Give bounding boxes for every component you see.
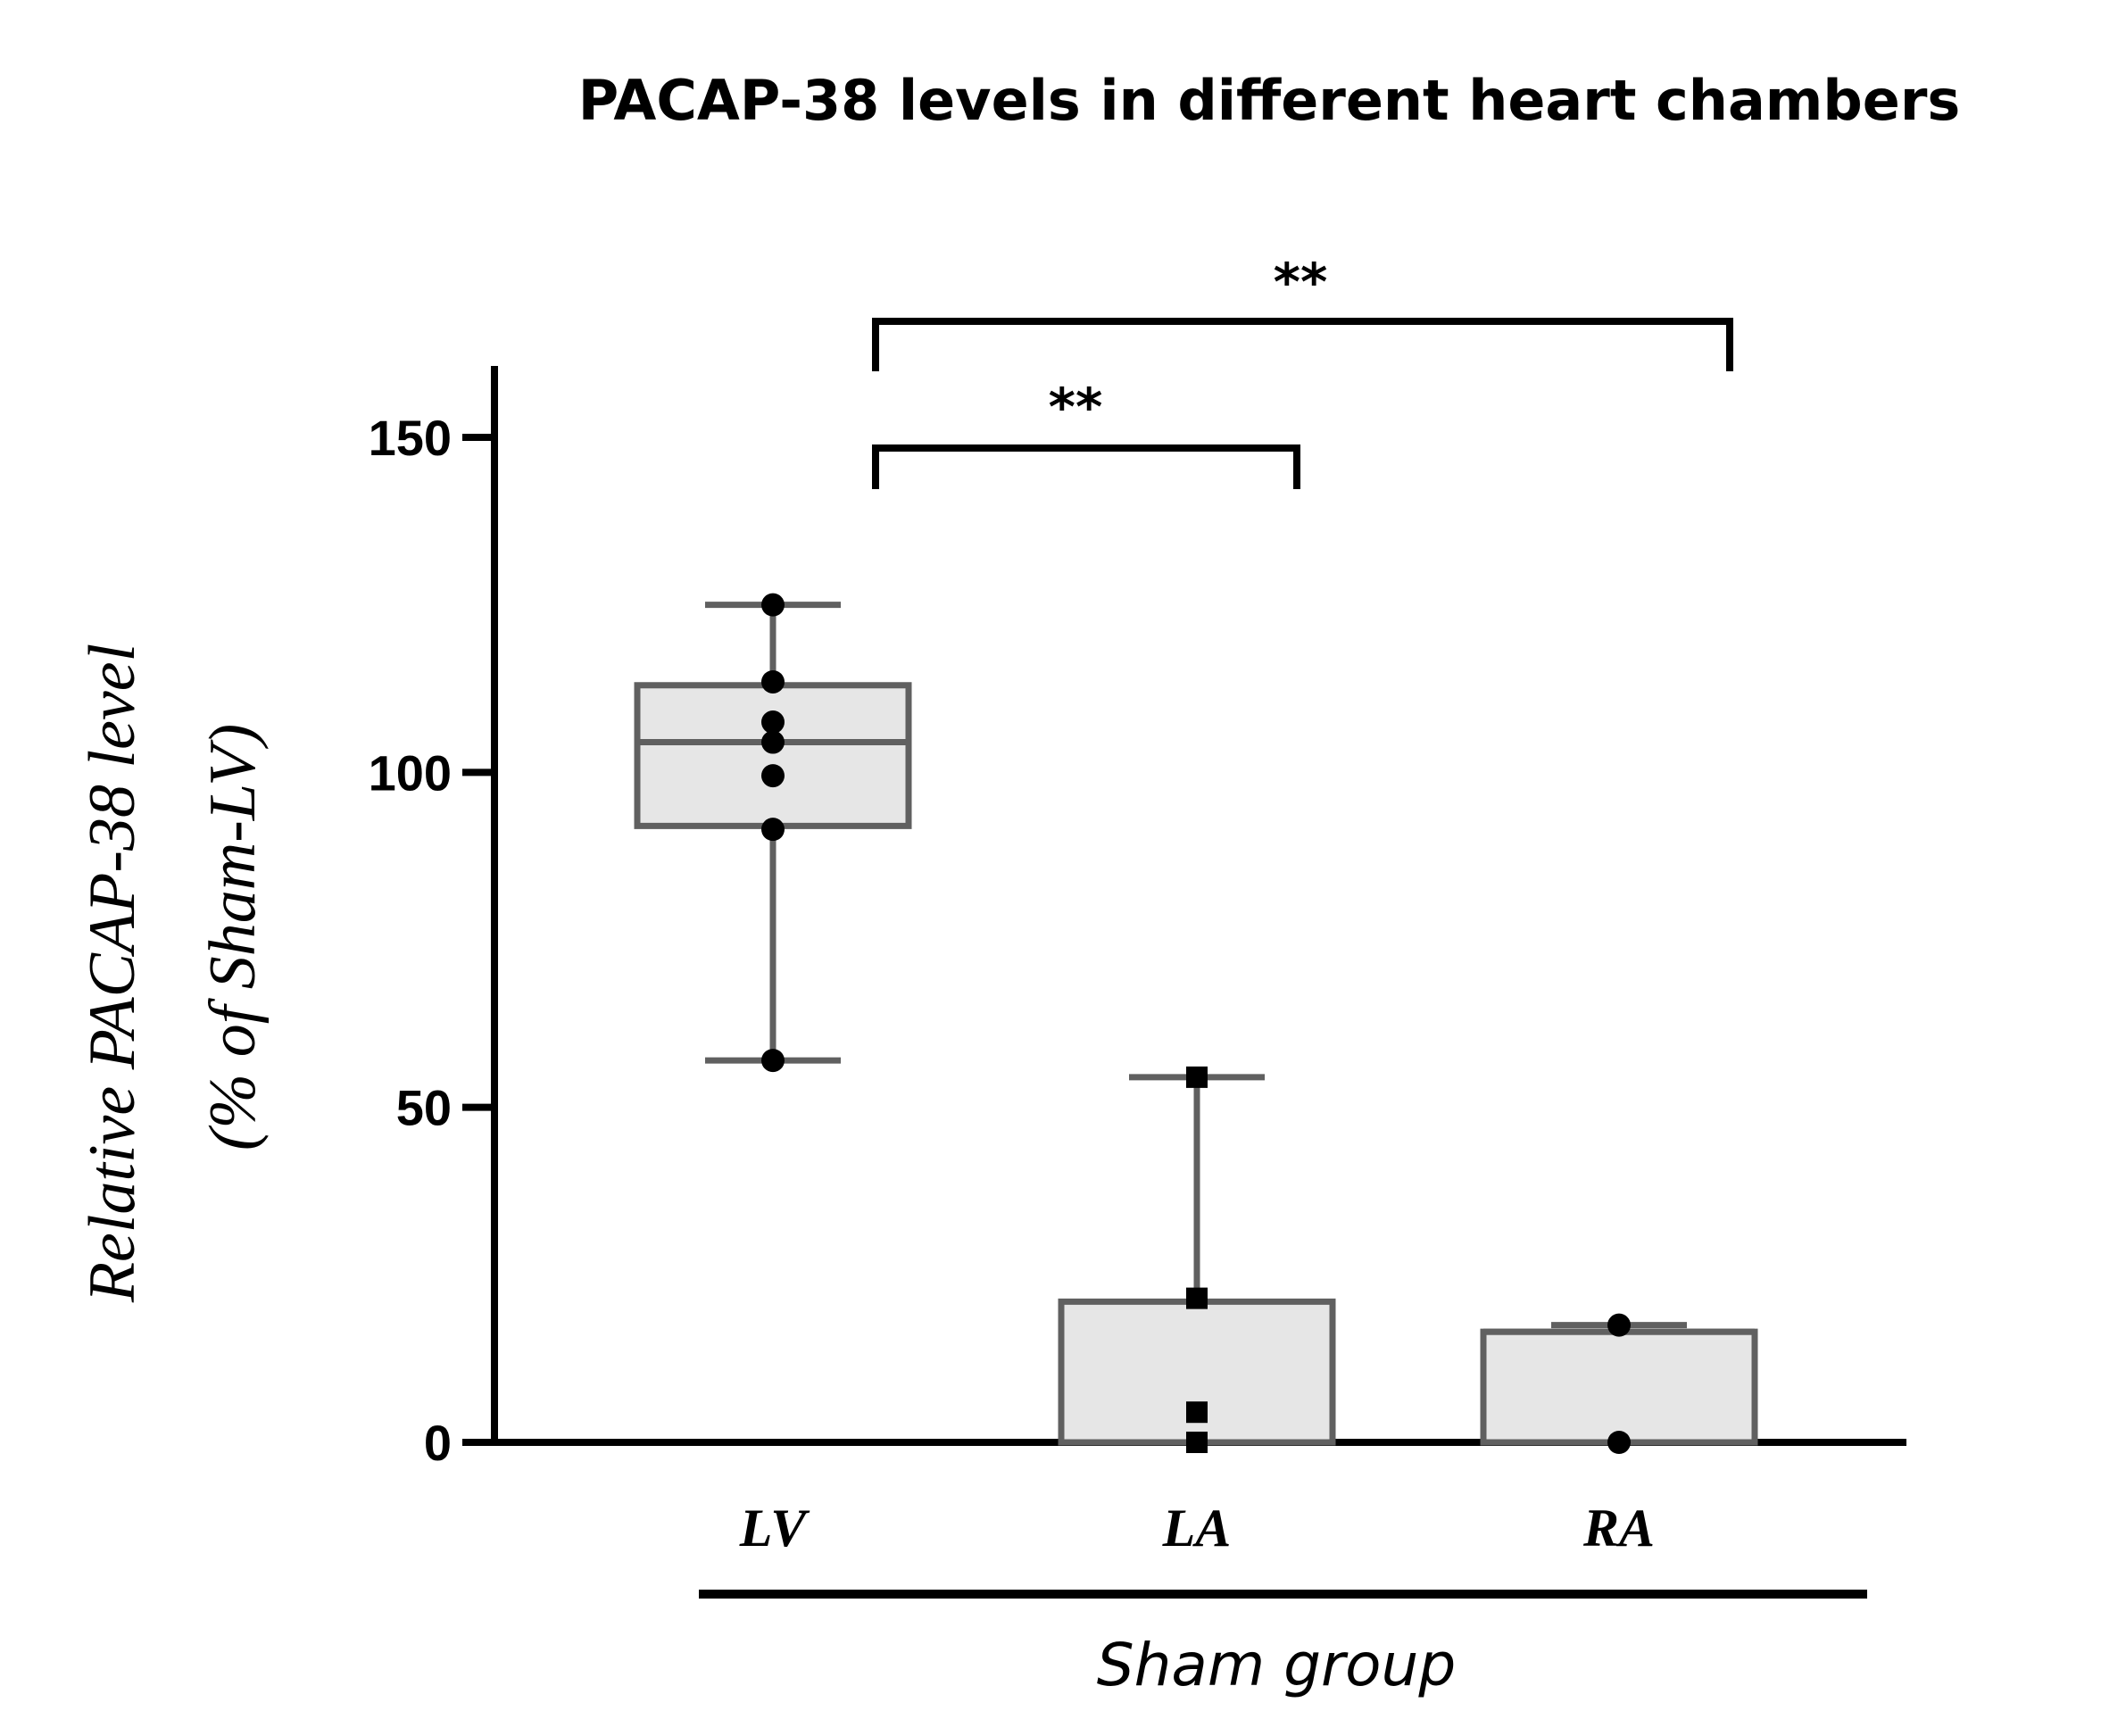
x-tick-label-ra: RA (1582, 1499, 1655, 1557)
point-ra-1 (1607, 1431, 1631, 1454)
y-tick-label-100: 100 (369, 744, 452, 801)
axes (462, 366, 1906, 1446)
box-ra (1480, 1322, 1758, 1446)
sig-label: ** (1274, 252, 1328, 312)
point-lv-2 (761, 710, 785, 735)
point-la-2 (1186, 1401, 1208, 1424)
y-axis-label-line1: Relative PACAP-38 level (76, 644, 149, 1303)
bracket-line (872, 444, 1300, 489)
data-points (761, 593, 1631, 1454)
point-lv-6 (761, 1049, 785, 1073)
y-tick-label-150: 150 (369, 410, 452, 466)
significance-brackets: ** ** (872, 252, 1733, 489)
point-lv-0 (761, 593, 785, 617)
box-body-ra (1480, 1328, 1758, 1446)
point-la-3 (1186, 1432, 1208, 1453)
point-la-0 (1186, 1066, 1208, 1088)
point-lv-3 (761, 730, 785, 754)
y-tick-label-0: 0 (424, 1415, 452, 1471)
y-axis-label: Relative PACAP-38 level (% of Sham-LV) (76, 644, 270, 1303)
sig-bracket-lv-ra: ** (872, 252, 1733, 371)
point-lv-4 (761, 764, 785, 788)
x-tick-label-la: LA (1162, 1499, 1232, 1557)
bracket-line (872, 318, 1733, 371)
box-la (1058, 1074, 1336, 1446)
boxes (634, 602, 1758, 1446)
point-la-1 (1186, 1287, 1208, 1309)
sig-label: ** (1049, 377, 1103, 437)
tick-labels: 0 50 100 150 LV LA RA (369, 410, 1655, 1557)
box-body-lv (634, 682, 912, 829)
point-ra-0 (1607, 1313, 1631, 1337)
x-axis-label: Sham group (1097, 1631, 1457, 1699)
point-lv-5 (761, 818, 785, 842)
y-axis-label-line2: (% of Sham-LV) (196, 724, 270, 1150)
chart-title: PACAP-38 levels in different heart chamb… (578, 68, 1961, 133)
point-lv-1 (761, 669, 785, 694)
y-tick-label-50: 50 (396, 1080, 452, 1136)
sig-bracket-lv-la: ** (872, 377, 1300, 489)
x-tick-label-lv: LV (739, 1499, 810, 1557)
